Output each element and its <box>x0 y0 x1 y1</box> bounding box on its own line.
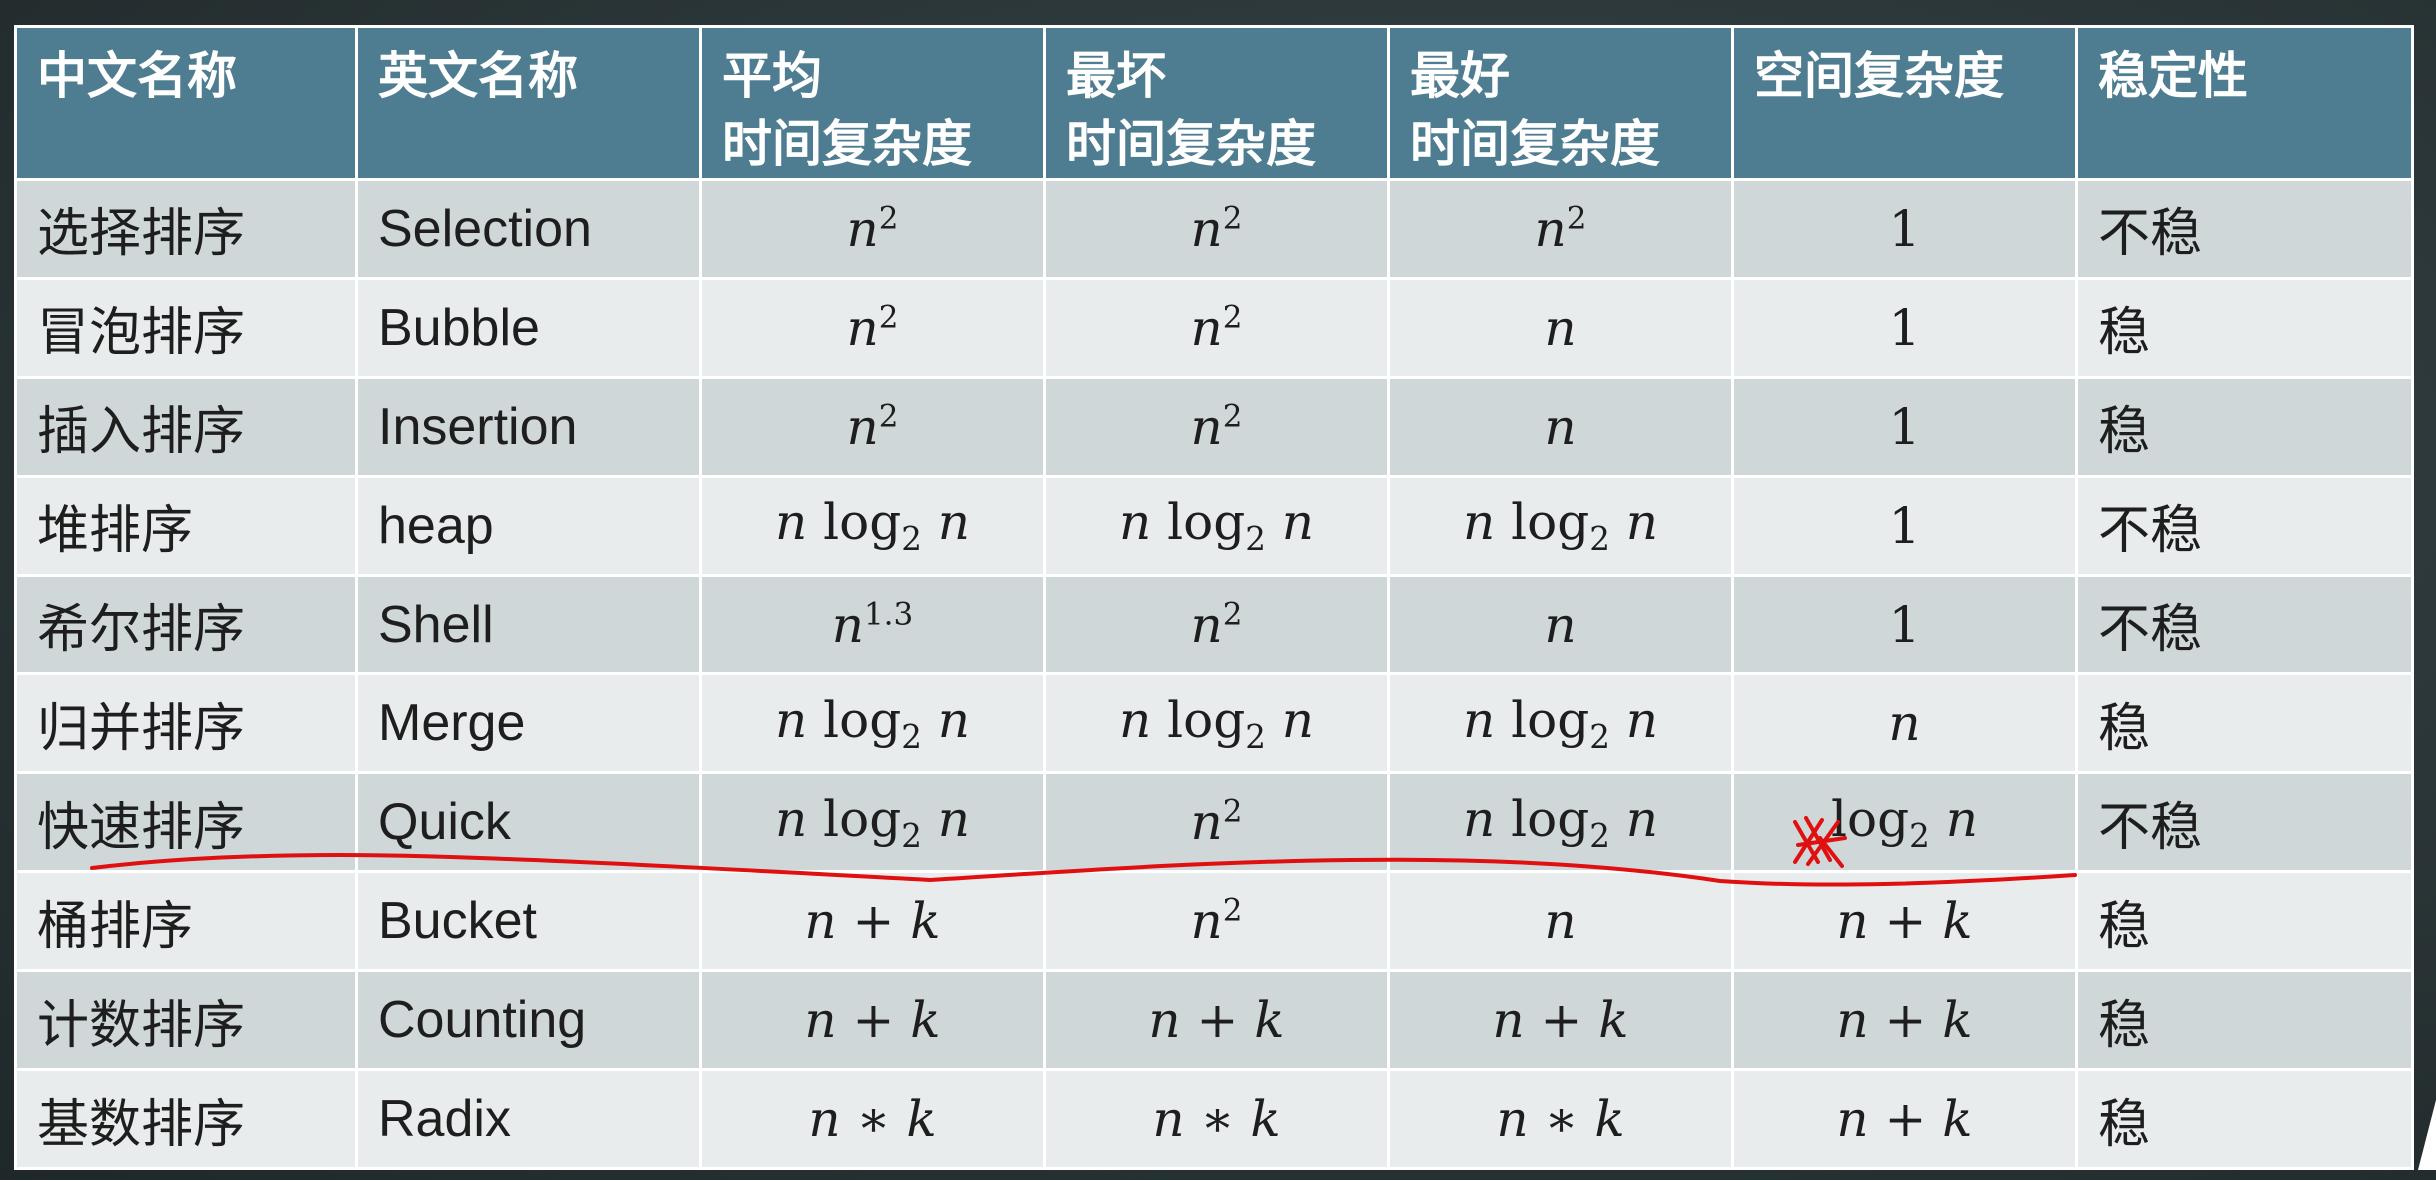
cell-avg-time: n log2 n <box>699 672 1046 775</box>
cell-best-time: n2 <box>1387 178 1734 280</box>
cell-space: 1 <box>1731 573 2078 676</box>
cell-avg-time: n log2 n <box>699 474 1046 577</box>
cell-space: n + k <box>1731 969 2078 1072</box>
cell-worst-time: n log2 n <box>1043 672 1390 775</box>
cell-stability: 稳 <box>2075 672 2414 775</box>
header-stability: 稳定性 <box>2075 25 2414 181</box>
header-row: 中文名称 英文名称 平均 时间复杂度 最坏 时间复杂度 最好 时间复杂度 空间复杂度 … <box>14 25 2414 181</box>
cell-space: 1 <box>1731 375 2078 478</box>
cell-avg-time: n log2 n <box>699 771 1046 874</box>
cell-avg-time: n ∗ k <box>699 1068 1046 1170</box>
cell-en-name: Shell <box>355 573 702 676</box>
cell-worst-time: n2 <box>1043 573 1390 676</box>
cell-best-time: n log2 n <box>1387 771 1734 874</box>
cell-worst-time: n ∗ k <box>1043 1068 1390 1170</box>
cell-best-time: n log2 n <box>1387 474 1734 577</box>
cell-cn-name: 堆排序 <box>14 474 358 577</box>
header-space: 空间复杂度 <box>1731 25 2078 181</box>
cell-en-name: Counting <box>355 969 702 1072</box>
cell-avg-time: n2 <box>699 276 1046 379</box>
sort-complexity-table-frame: 中文名称 英文名称 平均 时间复杂度 最坏 时间复杂度 最好 时间复杂度 空间复杂度 … <box>14 25 2414 1170</box>
cell-cn-name: 归并排序 <box>14 672 358 775</box>
header-avg-time: 平均 时间复杂度 <box>699 25 1046 181</box>
cell-avg-time: n2 <box>699 375 1046 478</box>
cell-space: n <box>1731 672 2078 775</box>
cell-best-time: n log2 n <box>1387 672 1734 775</box>
corner-mark <box>2418 1100 2436 1170</box>
sort-complexity-table: 中文名称 英文名称 平均 时间复杂度 最坏 时间复杂度 最好 时间复杂度 空间复杂度 … <box>14 25 2414 1170</box>
cell-worst-time: n2 <box>1043 375 1390 478</box>
cell-stability: 不稳 <box>2075 573 2414 676</box>
cell-space: 1 <box>1731 474 2078 577</box>
cell-worst-time: n2 <box>1043 178 1390 280</box>
cell-worst-time: n2 <box>1043 771 1390 874</box>
cell-cn-name: 希尔排序 <box>14 573 358 676</box>
cell-en-name: Quick <box>355 771 702 874</box>
cell-stability: 不稳 <box>2075 474 2414 577</box>
cell-avg-time: n1.3 <box>699 573 1046 676</box>
cell-avg-time: n2 <box>699 178 1046 280</box>
cell-stability: 稳 <box>2075 375 2414 478</box>
table-body: 选择排序 Selection n2 n2 n2 1 不稳 冒泡排序 Bubble n2 n2 n 1 稳插… <box>14 178 2414 1170</box>
cell-en-name: heap <box>355 474 702 577</box>
cell-avg-time: n + k <box>699 969 1046 1072</box>
cell-stability: 稳 <box>2075 870 2414 973</box>
cell-stability: 稳 <box>2075 969 2414 1072</box>
cell-worst-time: n2 <box>1043 276 1390 379</box>
table-row: 冒泡排序 Bubble n2 n2 n 1 稳 <box>14 276 2414 379</box>
cell-cn-name: 选择排序 <box>14 178 358 280</box>
cell-cn-name: 插入排序 <box>14 375 358 478</box>
cell-space: 1 <box>1731 276 2078 379</box>
cell-space: 1 <box>1731 178 2078 280</box>
cell-worst-time: n2 <box>1043 870 1390 973</box>
cell-best-time: n <box>1387 276 1734 379</box>
cell-best-time: n <box>1387 375 1734 478</box>
cell-space: log2 n <box>1731 771 2078 874</box>
cell-cn-name: 快速排序 <box>14 771 358 874</box>
cell-cn-name: 计数排序 <box>14 969 358 1072</box>
table-row: 快速排序 Quick n log2 n n2 n log2 n log2 n 不稳 <box>14 771 2414 874</box>
cell-best-time: n <box>1387 573 1734 676</box>
cell-avg-time: n + k <box>699 870 1046 973</box>
cell-best-time: n ∗ k <box>1387 1068 1734 1170</box>
cell-en-name: Bubble <box>355 276 702 379</box>
cell-stability: 不稳 <box>2075 178 2414 280</box>
cell-best-time: n <box>1387 870 1734 973</box>
cell-stability: 不稳 <box>2075 771 2414 874</box>
cell-en-name: Bucket <box>355 870 702 973</box>
header-worst-time: 最坏 时间复杂度 <box>1043 25 1390 181</box>
cell-en-name: Selection <box>355 178 702 280</box>
table-row: 插入排序 Insertion n2 n2 n 1 稳 <box>14 375 2414 478</box>
cell-worst-time: n log2 n <box>1043 474 1390 577</box>
cell-space: n + k <box>1731 870 2078 973</box>
cell-best-time: n + k <box>1387 969 1734 1072</box>
cell-cn-name: 冒泡排序 <box>14 276 358 379</box>
cell-space: n + k <box>1731 1068 2078 1170</box>
cell-stability: 稳 <box>2075 1068 2414 1170</box>
cell-stability: 稳 <box>2075 276 2414 379</box>
header-best-time: 最好 时间复杂度 <box>1387 25 1734 181</box>
cell-worst-time: n + k <box>1043 969 1390 1072</box>
cell-en-name: Insertion <box>355 375 702 478</box>
header-cn-name: 中文名称 <box>14 25 358 181</box>
cell-en-name: Radix <box>355 1068 702 1170</box>
header-en-name: 英文名称 <box>355 25 702 181</box>
cell-en-name: Merge <box>355 672 702 775</box>
table-row: 选择排序 Selection n2 n2 n2 1 不稳 <box>14 178 2414 280</box>
cell-cn-name: 桶排序 <box>14 870 358 973</box>
cell-cn-name: 基数排序 <box>14 1068 358 1170</box>
table-row: 希尔排序 Shell n1.3 n2 n 1 不稳 <box>14 573 2414 676</box>
